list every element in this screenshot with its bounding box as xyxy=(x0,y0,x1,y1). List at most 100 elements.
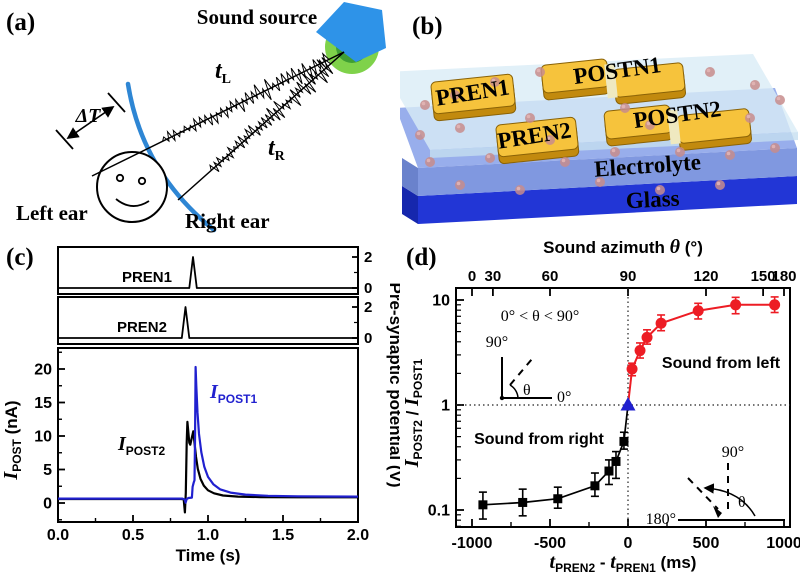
data-point-circle xyxy=(655,317,667,329)
postn1-pad-left xyxy=(540,58,611,101)
c-xtick-label: 2.0 xyxy=(347,527,369,544)
inset1-0-label: 0° xyxy=(557,389,571,406)
c-ytick-label: 15 xyxy=(34,395,52,412)
d-axes-box xyxy=(455,287,791,528)
ion-sphere-highlight xyxy=(771,144,776,149)
inset1-direction-dashed xyxy=(509,358,533,386)
left-eye xyxy=(115,173,125,183)
series-IPOST1 xyxy=(58,365,358,504)
ion-sphere-highlight xyxy=(716,181,721,186)
inset2-theta-label: θ xyxy=(738,494,746,511)
d-ytick-label: 1 xyxy=(441,398,450,415)
panel-b-label: (b) xyxy=(412,13,443,40)
ion-sphere xyxy=(750,80,760,90)
c-ytick-label: 20 xyxy=(34,362,52,379)
pren2-trace-label: PREN2 xyxy=(117,319,167,336)
electrolyte-side-face xyxy=(402,158,418,196)
ion-sphere xyxy=(745,113,755,123)
inset2-180-label: 180° xyxy=(646,511,676,528)
panel-a-label: (a) xyxy=(6,9,35,36)
ipost1-trace-label: IPOST1 xyxy=(209,381,257,406)
d-xtick-label: 500 xyxy=(693,535,720,552)
c-xtick-label: 0.5 xyxy=(122,527,144,544)
ion-sphere-highlight xyxy=(421,101,426,106)
c-ylabel-left: IPOST (nA) xyxy=(0,400,24,480)
c-pulse-ytick-label: 0 xyxy=(364,280,372,297)
pulse2-axes-box xyxy=(57,296,359,345)
c-pulse-ytick-label: 2 xyxy=(364,299,372,316)
ion-sphere-highlight xyxy=(456,124,461,129)
c-xtick-label: 0.0 xyxy=(47,527,69,544)
d-top-axis-title: Sound azimuth θ (°) xyxy=(543,236,703,258)
data-point-square xyxy=(553,494,563,504)
right-ear-label: Right ear xyxy=(185,209,270,233)
ion-sphere-highlight xyxy=(746,114,751,119)
panel-c-label: (c) xyxy=(6,244,34,271)
angle-inset-left: 90° 0° θ xyxy=(486,334,572,406)
panel-b: (b) PREN1 POSTN1 PREN2 POSTN2 Electrolyt… xyxy=(400,13,798,224)
ion-sphere xyxy=(770,143,780,153)
data-point-square xyxy=(604,466,614,476)
electrodes xyxy=(430,58,753,165)
ion-sphere-highlight xyxy=(646,121,651,126)
path-right-ear xyxy=(177,51,345,201)
speaker-horn xyxy=(316,2,386,62)
ion-sphere-highlight xyxy=(526,114,531,119)
ion-sphere xyxy=(420,100,430,110)
ion-sphere-highlight xyxy=(776,96,781,101)
electrolyte-front-face xyxy=(418,148,797,196)
t-left-label: tL xyxy=(215,58,231,87)
ion-sphere xyxy=(455,123,465,133)
ion-sphere-highlight xyxy=(706,68,711,73)
speaker-icon xyxy=(316,2,386,74)
ion-sphere-highlight xyxy=(491,78,496,83)
angle-inset-right: 90° 180° θ xyxy=(646,444,785,528)
d-xtick-label: -1000 xyxy=(452,535,493,552)
d-top-tick-label: 0 xyxy=(468,268,476,285)
d-data-series xyxy=(456,288,790,527)
t-right-label: tR xyxy=(268,135,286,164)
inset2-arrowhead xyxy=(713,506,722,518)
ion-sphere xyxy=(620,103,630,113)
data-point-circle xyxy=(634,345,646,357)
delta-t-arrow xyxy=(66,105,115,140)
d-ytick-label: 10 xyxy=(432,293,450,310)
ion-sphere-highlight xyxy=(536,68,541,73)
ion-sphere-highlight xyxy=(676,148,681,153)
ion-sphere-highlight xyxy=(596,178,601,183)
ion-sphere xyxy=(525,113,535,123)
d-top-tick-label: 150 xyxy=(751,268,776,285)
ion-sphere xyxy=(415,130,425,140)
d-ylabel: IPOST2 / IPOST1 xyxy=(401,358,425,468)
postn1-channel-gap xyxy=(604,63,618,99)
inset1-origin-dot xyxy=(499,395,505,401)
ion-sphere-highlight xyxy=(546,136,551,141)
c-ytick-label: 10 xyxy=(34,429,52,446)
ion-sphere-highlight xyxy=(426,158,431,163)
postn1-pad-right xyxy=(612,62,687,105)
delta-t-annotation: ΔT xyxy=(55,92,126,150)
glass-front-face xyxy=(418,176,797,224)
glass-side-face xyxy=(402,186,418,224)
ion-sphere-highlight xyxy=(621,104,626,109)
left-ear-label: Left ear xyxy=(16,201,88,225)
d-top-tick-label: 30 xyxy=(485,268,502,285)
d-xtick-label: -500 xyxy=(534,535,566,552)
postn2-pad-right xyxy=(676,108,753,151)
inset1-angle-arc xyxy=(509,384,519,399)
head xyxy=(96,151,168,223)
ion-sphere-highlight xyxy=(751,81,756,86)
smile xyxy=(115,198,150,207)
ions xyxy=(415,67,785,195)
glass-label: Glass xyxy=(625,186,680,214)
d-top-tick-label: 60 xyxy=(542,268,559,285)
d-top-tick-label: 90 xyxy=(620,268,637,285)
data-point-square xyxy=(611,456,621,466)
ion-sphere xyxy=(515,185,525,195)
c-ylabel-right: Pre-synaptic potential (V) xyxy=(386,283,400,488)
inset1-90-label: 90° xyxy=(486,334,508,351)
